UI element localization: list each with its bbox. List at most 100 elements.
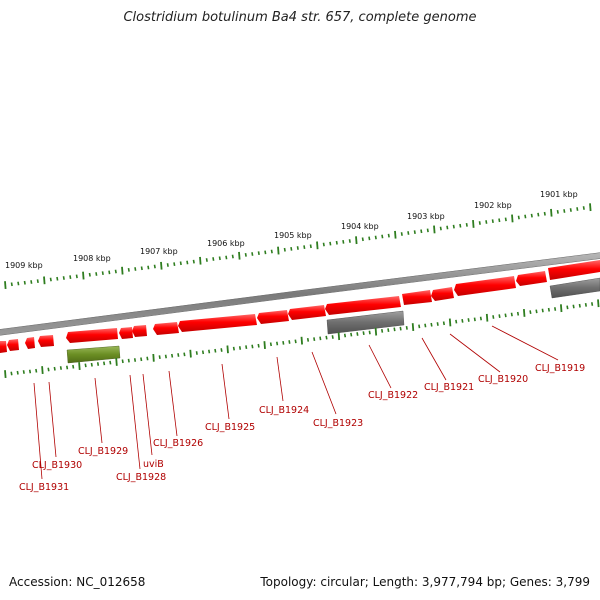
gene-feature[interactable] <box>288 305 326 320</box>
minor-tick <box>387 233 390 238</box>
gene-label[interactable]: CLJ_B1919 <box>535 363 585 374</box>
gene-label[interactable]: CLJ_B1923 <box>313 418 363 429</box>
minor-tick <box>103 361 106 366</box>
minor-tick <box>325 335 328 340</box>
major-tick <box>433 225 436 234</box>
minor-tick <box>426 228 429 233</box>
major-tick <box>226 345 229 354</box>
major-tick <box>121 266 124 275</box>
minor-tick <box>282 340 285 345</box>
minor-tick <box>288 340 291 344</box>
gene-label[interactable]: CLJ_B1921 <box>424 382 474 393</box>
minor-tick <box>399 326 402 331</box>
major-tick <box>485 313 489 322</box>
minor-tick <box>177 353 180 357</box>
gene-label[interactable]: CLJ_B1926 <box>153 438 203 449</box>
gene-feature[interactable] <box>132 325 147 337</box>
gene-feature[interactable] <box>402 290 432 305</box>
minor-tick <box>218 256 221 261</box>
minor-tick <box>350 332 353 337</box>
minor-tick <box>467 318 470 322</box>
gene-feature[interactable] <box>66 328 118 343</box>
gene-label[interactable]: CLJ_B1924 <box>259 405 309 416</box>
gene-feature[interactable] <box>431 287 454 301</box>
gene-label[interactable]: CLJ_B1931 <box>19 482 69 493</box>
gene-feature-highlighted[interactable] <box>326 310 405 335</box>
minor-tick <box>245 345 248 350</box>
gene-label[interactable]: CLJ_B1925 <box>205 422 255 433</box>
gene-label[interactable]: CLJ_B1920 <box>478 374 528 385</box>
minor-tick <box>313 337 316 342</box>
gene-feature[interactable] <box>7 339 19 351</box>
major-tick <box>82 271 85 280</box>
minor-tick <box>179 261 182 266</box>
minor-tick <box>556 209 559 214</box>
gene-label[interactable]: CLJ_B1929 <box>78 446 128 457</box>
minor-tick <box>192 259 195 264</box>
kbp-tick-track <box>4 203 592 289</box>
gene-feature[interactable] <box>0 341 7 353</box>
gene-label[interactable]: CLJ_B1930 <box>32 460 82 471</box>
accession-text: Accession: NC_012658 <box>9 575 146 589</box>
kbp-label: 1904 kbp <box>341 222 379 231</box>
minor-tick <box>331 335 334 339</box>
gene-feature[interactable] <box>38 335 54 347</box>
minor-tick <box>381 328 384 333</box>
gene-feature[interactable] <box>178 314 257 332</box>
forward-strand-genes <box>0 260 600 353</box>
minor-tick <box>72 364 75 369</box>
gene-feature[interactable] <box>25 337 35 349</box>
minor-tick <box>28 369 32 374</box>
minor-tick <box>582 206 585 210</box>
gene-feature[interactable] <box>325 296 401 315</box>
minor-tick <box>541 308 544 313</box>
gene-label[interactable]: CLJ_B1922 <box>368 390 418 401</box>
gene-feature-highlighted[interactable] <box>66 345 121 364</box>
minor-tick <box>498 218 501 223</box>
kbp-label: 1902 kbp <box>474 201 512 210</box>
genome-summary-text: Topology: circular; Length: 3,977,794 bp… <box>260 575 590 589</box>
minor-tick <box>576 207 579 211</box>
minor-tick <box>69 275 72 280</box>
major-tick <box>189 349 192 358</box>
gene-feature[interactable] <box>548 260 600 280</box>
minor-tick <box>220 348 223 352</box>
minor-tick <box>114 269 117 274</box>
minor-tick <box>309 244 312 249</box>
minor-tick <box>543 211 546 216</box>
minor-tick <box>465 222 468 227</box>
minor-tick <box>257 251 260 256</box>
minor-tick <box>578 303 581 308</box>
minor-tick <box>452 224 455 229</box>
minor-tick <box>201 350 205 355</box>
minor-tick <box>30 280 33 284</box>
gene-feature[interactable] <box>454 276 516 296</box>
minor-tick <box>591 302 594 306</box>
gene-feature[interactable] <box>516 271 547 286</box>
major-tick <box>160 261 163 270</box>
gene-label[interactable]: CLJ_B1928 <box>116 472 166 483</box>
minor-tick <box>517 215 520 220</box>
minor-tick <box>101 271 104 276</box>
minor-tick <box>49 277 52 282</box>
gene-feature[interactable] <box>153 322 179 335</box>
major-tick <box>597 299 600 308</box>
minor-tick <box>368 236 371 241</box>
minor-tick <box>303 245 306 250</box>
gene-feature[interactable] <box>257 310 289 324</box>
gene-feature[interactable] <box>119 327 133 339</box>
minor-tick <box>283 247 286 252</box>
minor-tick <box>121 359 124 364</box>
major-tick <box>523 309 526 317</box>
gene-label[interactable]: uviB <box>143 459 164 470</box>
minor-tick <box>108 270 111 275</box>
gene-feature-highlighted[interactable] <box>549 277 600 299</box>
minor-tick <box>251 344 254 349</box>
minor-tick <box>140 357 143 362</box>
minor-tick <box>572 304 575 309</box>
minor-tick <box>238 346 242 350</box>
minor-tick <box>90 362 93 367</box>
major-tick <box>448 318 452 327</box>
